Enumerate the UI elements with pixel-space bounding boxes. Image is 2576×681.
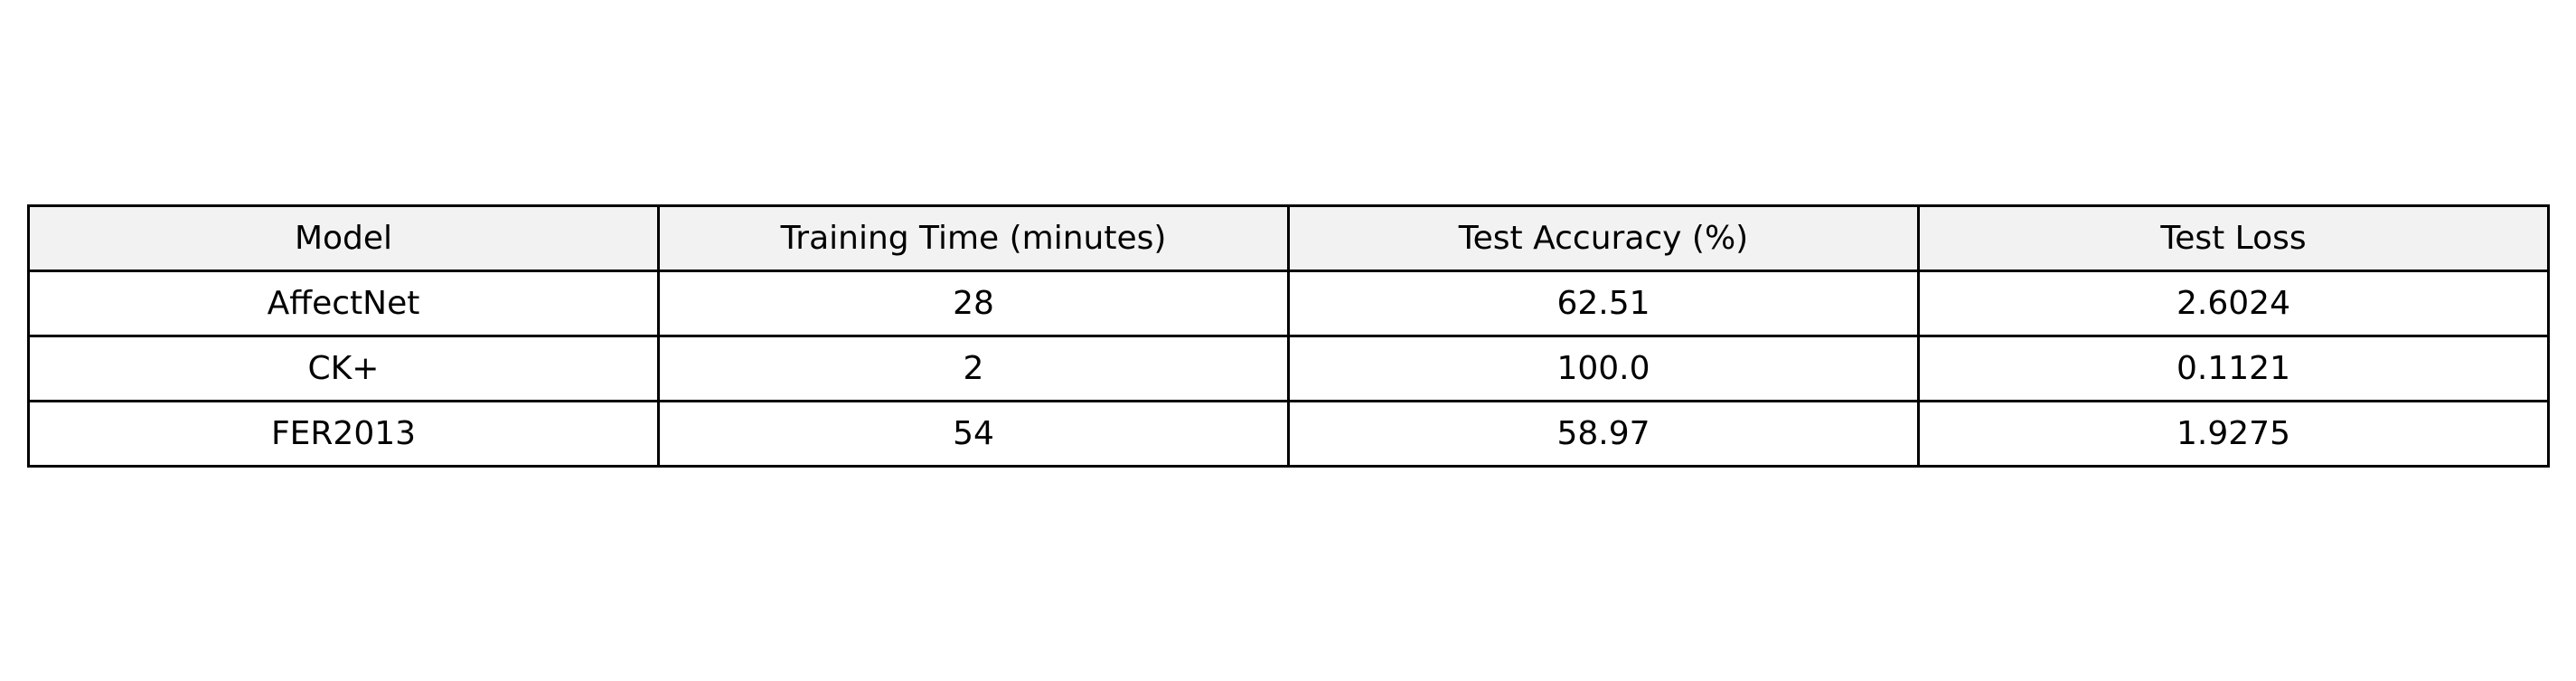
cell-training-time: 2 bbox=[657, 335, 1290, 402]
cell-test-loss: 0.1121 bbox=[1917, 335, 2550, 402]
cell-test-loss: 2.6024 bbox=[1917, 270, 2550, 337]
cell-training-time: 28 bbox=[657, 270, 1290, 337]
results-table: Model Training Time (minutes) Test Accur… bbox=[27, 204, 2550, 468]
cell-test-accuracy: 62.51 bbox=[1287, 270, 1920, 337]
results-table-container: Model Training Time (minutes) Test Accur… bbox=[27, 204, 2550, 468]
table-row: CK+ 2 100.0 0.1121 bbox=[27, 335, 2550, 402]
table-row: FER2013 54 58.97 1.9275 bbox=[27, 400, 2550, 468]
cell-model: CK+ bbox=[27, 335, 660, 402]
header-test-accuracy: Test Accuracy (%) bbox=[1287, 204, 1920, 272]
cell-model: FER2013 bbox=[27, 400, 660, 468]
cell-test-accuracy: 58.97 bbox=[1287, 400, 1920, 468]
cell-test-accuracy: 100.0 bbox=[1287, 335, 1920, 402]
table-row: AffectNet 28 62.51 2.6024 bbox=[27, 270, 2550, 337]
header-training-time: Training Time (minutes) bbox=[657, 204, 1290, 272]
header-model: Model bbox=[27, 204, 660, 272]
cell-model: AffectNet bbox=[27, 270, 660, 337]
header-test-loss: Test Loss bbox=[1917, 204, 2550, 272]
cell-training-time: 54 bbox=[657, 400, 1290, 468]
table-header-row: Model Training Time (minutes) Test Accur… bbox=[27, 204, 2550, 272]
cell-test-loss: 1.9275 bbox=[1917, 400, 2550, 468]
